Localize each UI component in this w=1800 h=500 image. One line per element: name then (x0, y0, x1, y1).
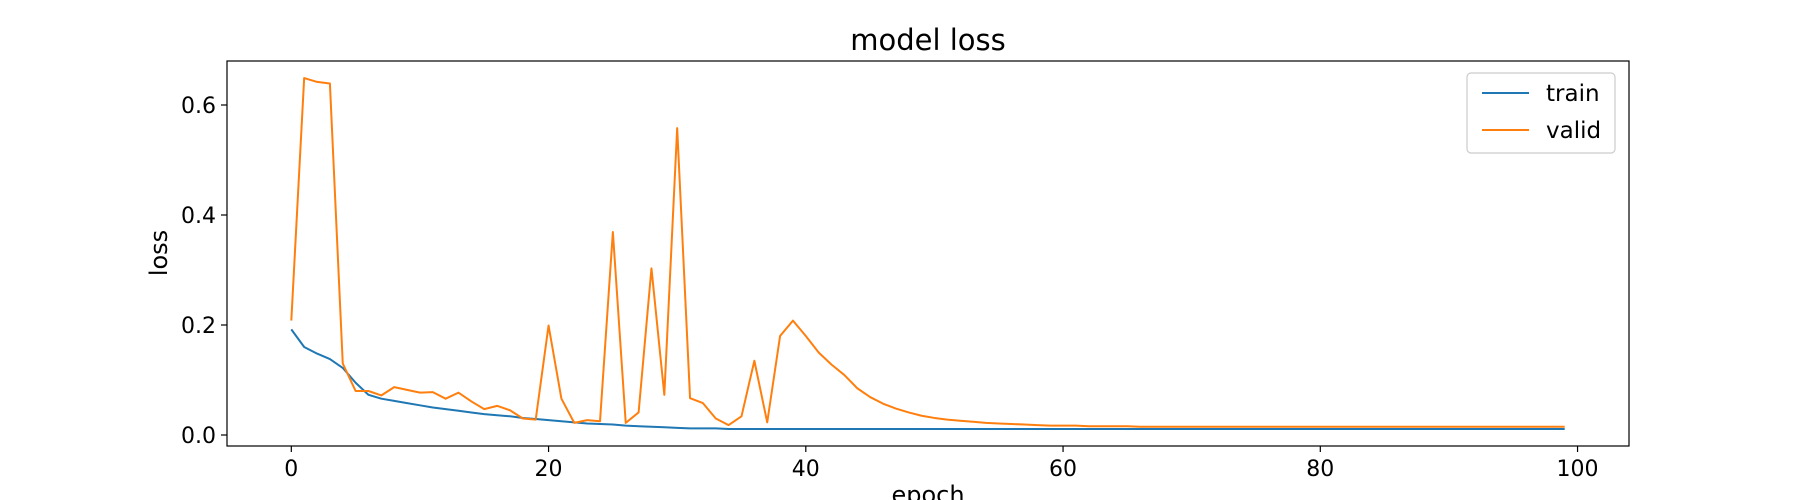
legend-label-train: train (1546, 81, 1600, 107)
y-axis: 0.0 0.2 0.4 0.6 (181, 94, 227, 449)
x-tick-label: 80 (1306, 457, 1334, 482)
x-tick-label: 40 (792, 457, 820, 482)
legend: train valid (1466, 72, 1616, 154)
y-tick-label: 0.0 (181, 424, 216, 449)
series-line-valid (290, 77, 1565, 428)
legend-label-valid: valid (1546, 118, 1601, 144)
chart-title: model loss (850, 23, 1006, 57)
y-tick-label: 0.6 (181, 94, 216, 119)
y-tick-label: 0.2 (181, 314, 216, 339)
series-lines (290, 77, 1565, 430)
y-tick-label: 0.4 (181, 204, 216, 229)
plot-frame (226, 60, 1630, 447)
x-tick-label: 60 (1049, 457, 1077, 482)
x-tick-label: 100 (1557, 457, 1599, 482)
x-tick-label: 0 (284, 457, 298, 482)
x-axis: 0 20 40 60 80 100 (284, 446, 1599, 482)
plot-area: 0 20 40 60 80 100 0.0 0.2 0.4 0.6 (181, 60, 1630, 482)
x-tick-label: 20 (535, 457, 563, 482)
y-axis-label: loss (145, 230, 173, 276)
series-line-train (290, 328, 1565, 430)
x-axis-label: epoch (891, 481, 964, 500)
